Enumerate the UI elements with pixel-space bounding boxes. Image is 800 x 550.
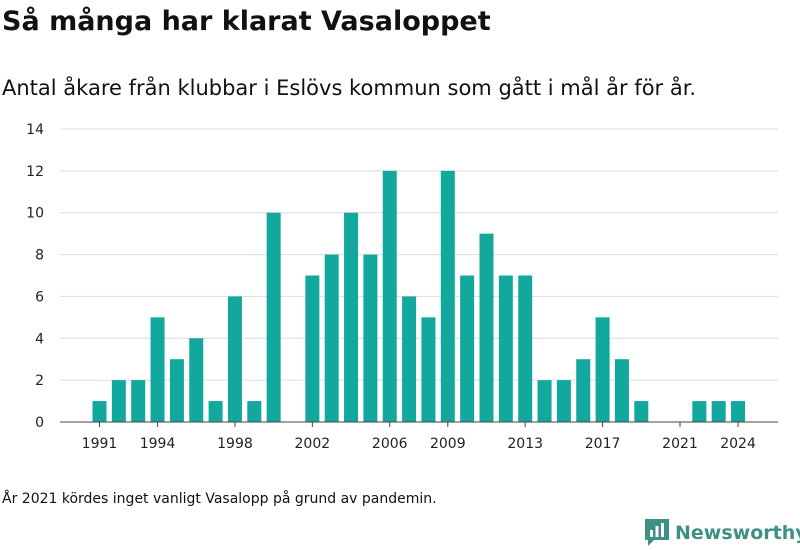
bar-1998 xyxy=(227,296,242,422)
bar-2023 xyxy=(711,401,726,422)
bar-2002 xyxy=(305,275,320,422)
x-tick-label: 2021 xyxy=(662,436,698,452)
bar-2013 xyxy=(518,275,533,422)
x-tick-label: 1991 xyxy=(82,436,118,452)
bar-2017 xyxy=(595,317,610,422)
brand-name: Newsworthy xyxy=(675,521,800,544)
y-tick-label: 8 xyxy=(35,248,44,264)
bar-2016 xyxy=(576,359,591,422)
bar-1994 xyxy=(150,317,165,422)
x-tick-label: 1994 xyxy=(140,436,176,452)
y-tick-label: 2 xyxy=(35,373,44,389)
bar-2009 xyxy=(440,170,455,422)
y-tick-label: 6 xyxy=(35,289,44,305)
chart-subtitle: Antal åkare från klubbar i Eslövs kommun… xyxy=(2,76,697,100)
bar-2010 xyxy=(460,275,475,422)
newsworthy-logo-icon xyxy=(645,519,669,546)
y-tick-label: 14 xyxy=(26,122,44,138)
bar-2005 xyxy=(363,254,378,422)
bar-2015 xyxy=(556,380,571,422)
x-tick-label: 2024 xyxy=(720,436,756,452)
x-tick-label: 2006 xyxy=(372,436,408,452)
bar-2000 xyxy=(266,212,281,422)
bar-2019 xyxy=(634,401,649,422)
x-tick-label: 2009 xyxy=(430,436,466,452)
bar-2011 xyxy=(479,233,494,422)
bar-1992 xyxy=(111,380,126,422)
bar-1995 xyxy=(169,359,184,422)
bar-2008 xyxy=(421,317,436,422)
x-tick-label: 2013 xyxy=(507,436,543,452)
x-tick-label: 2017 xyxy=(585,436,621,452)
bar-1999 xyxy=(247,401,262,422)
x-tick-label: 1998 xyxy=(217,436,253,452)
axis-layer: 0 2 4 6 8 10 12 14 1991 1994 1998 2002 2006 2009 2013 2… xyxy=(26,122,778,452)
grid-layer xyxy=(60,128,778,381)
bar-2014 xyxy=(537,380,552,422)
chart-title: Så många har klarat Vasaloppet xyxy=(2,6,491,37)
bar-2022 xyxy=(692,401,707,422)
footnote: År 2021 kördes inget vanligt Vasalopp på… xyxy=(2,491,437,507)
bar-2003 xyxy=(324,254,339,422)
bar-1993 xyxy=(131,380,146,422)
bar-layer xyxy=(92,170,746,422)
bar-2012 xyxy=(498,275,513,422)
bar-1991 xyxy=(92,401,107,422)
brand-logo: Newsworthy xyxy=(645,519,800,546)
y-tick-label: 12 xyxy=(26,164,44,180)
y-tick-label: 4 xyxy=(35,331,44,347)
x-tick-label: 2002 xyxy=(295,436,331,452)
bar-2006 xyxy=(382,170,397,422)
bar-2004 xyxy=(344,212,359,422)
y-tick-label: 0 xyxy=(35,415,44,431)
bar-2007 xyxy=(402,296,417,422)
bar-2024 xyxy=(731,401,746,422)
bar-1997 xyxy=(208,401,223,422)
y-tick-label: 10 xyxy=(26,206,44,222)
bar-1996 xyxy=(189,338,204,422)
bar-2018 xyxy=(614,359,629,422)
